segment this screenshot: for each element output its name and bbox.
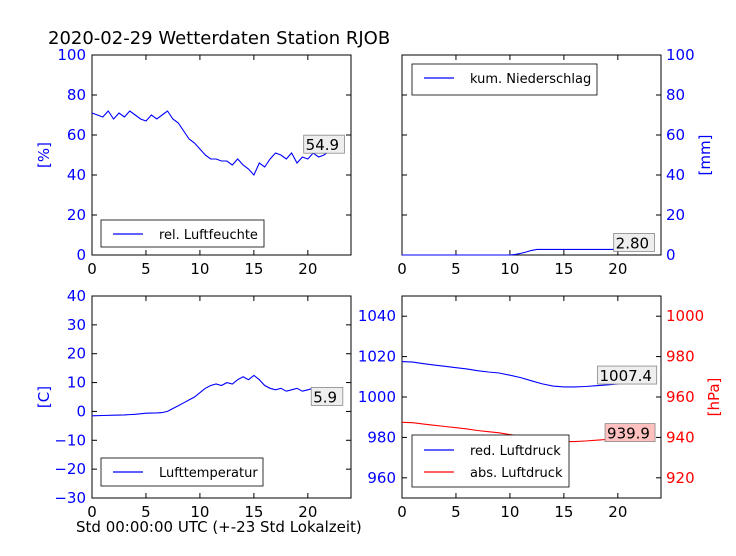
y-tick-label: 940 [666,428,695,446]
y-tick-label: 100 [666,46,695,64]
plot-frame [91,54,352,256]
y-tick-label: 100 [57,46,86,64]
x-tick-label: 15 [554,260,573,278]
y-axis-label: [%] [35,142,53,168]
value-label-red-luftdruck-box [597,365,658,385]
y-tick-label: 80 [666,86,685,104]
y-tick-label: 40 [666,166,685,184]
x-tick-label: 5 [451,503,461,521]
x-tick-label: 10 [500,503,519,521]
y-tick-label: 40 [67,166,86,184]
panel-3: 0 5 10 15 20 −30 −20 −10 0 10 20 30 40 [C] 5.9 Lufttemp… [35,287,352,521]
y-tick-label: 1040 [358,307,396,325]
legend-label: Lufttemperatur [159,466,258,481]
legend-label: rel. Luftfeuchte [159,228,258,243]
x-tick-label: 0 [87,260,97,278]
y-tick-label: 1000 [666,307,704,325]
series-line-1 [91,374,341,417]
value-label-box [613,232,655,252]
y-tick-label: 1020 [358,348,396,366]
legend-frame [411,63,598,96]
series-line-1 [91,110,341,176]
value-label-abs-luftdruck: 939.9 [607,425,650,443]
legend-frame [411,434,570,488]
y-tick-label: 0 [76,402,86,420]
plot-frame [401,54,662,256]
y-tick-label: 40 [67,287,86,305]
y-tick-label: 60 [67,126,86,144]
series-line-1 [402,248,651,256]
panel-1: 0 5 10 15 20 0 20 40 60 80 100 [%] 54.9 rel. Luftfeuc… [35,46,352,278]
value-label: 2.80 [616,234,649,252]
x-tick-label: 15 [244,503,263,521]
y-tick-label: −10 [54,431,86,449]
y-tick-label: 0 [666,246,676,264]
x-tick-label: 0 [397,503,407,521]
figure-title: 2020-02-29 Wetterdaten Station RJOB [48,28,390,49]
panel-4: 0 5 10 15 20 960 980 1000 1020 1040 920 940 960 980 10… [358,295,723,521]
value-label: 5.9 [313,388,337,406]
legend: kum. Niederschlag [411,63,598,96]
y-tick-label: 960 [666,388,695,406]
legend-label: kum. Niederschlag [470,72,591,87]
y-axis-label: [hPa] [705,378,723,417]
y-tick-label: −20 [54,460,86,478]
x-tick-label: 20 [608,503,627,521]
value-label-abs-luftdruck-box [604,423,656,443]
y-tick-label: 980 [666,348,695,366]
x-tick-label: 10 [500,260,519,278]
x-tick-label: 15 [244,260,263,278]
value-label-box [303,134,345,154]
y-tick-label: 1000 [358,388,396,406]
x-tick-label: 5 [141,260,151,278]
x-tick-label: 5 [141,503,151,521]
y-tick-label: 0 [76,246,86,264]
x-tick-label: 20 [298,260,317,278]
series-line-1 [401,361,651,388]
y-tick-label: −30 [54,489,86,507]
y-tick-label: 20 [67,206,86,224]
y-axis-label: [C] [35,386,53,408]
y-tick-label: 30 [67,316,86,334]
value-label: 54.9 [306,136,339,154]
legend: red. Luftdruck abs. Luftdruck [411,434,570,488]
y-axis-label: [mm] [696,135,714,176]
y-tick-label: 980 [367,428,396,446]
legend: rel. Luftfeuchte [100,219,265,248]
y-tick-label: 10 [67,374,86,392]
plot-frame [91,295,352,499]
x-axis-footer-label: Std 00:00:00 UTC (+-23 Std Lokalzeit) [76,518,362,536]
x-tick-label: 15 [554,503,573,521]
x-tick-label: 0 [397,260,407,278]
y-tick-label: 960 [367,469,396,487]
x-tick-label: 0 [87,503,97,521]
x-tick-label: 10 [190,260,209,278]
x-tick-label: 5 [451,260,461,278]
y-tick-label: 80 [67,86,86,104]
x-tick-label: 20 [608,260,627,278]
legend: Lufttemperatur [100,457,264,487]
legend-label: red. Luftdruck [470,444,561,459]
x-tick-label: 10 [190,503,209,521]
y-tick-label: 20 [67,345,86,363]
y-tick-label: 60 [666,126,685,144]
y-tick-label: 920 [666,469,695,487]
value-label-box [310,387,344,406]
x-tick-label: 20 [298,503,317,521]
y-tick-label: 20 [666,206,685,224]
panel-2: 0 5 10 15 20 0 20 40 60 80 100 [mm] 2.80 kum. Nieders… [397,46,714,278]
legend-label: abs. Luftdruck [470,466,563,481]
value-label-red-luftdruck: 1007.4 [599,367,652,385]
